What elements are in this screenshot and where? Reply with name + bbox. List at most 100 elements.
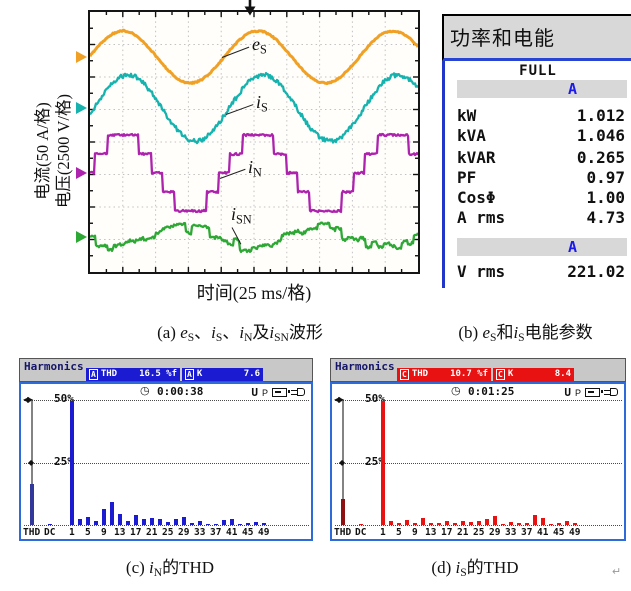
cursor-mid-icon[interactable]: ◆ [28,458,34,467]
meter-row-value: 1.012 [576,106,625,125]
y-tick-50: 50% [54,392,74,405]
k-factor-badge: A K 7.6 [182,368,263,381]
y-tick-25: 25% [365,455,385,468]
k-value: 7.6 [243,369,260,379]
trace-label-is: iS [256,92,268,115]
trace-marker-is-icon [76,102,87,114]
x-tick-25: 25 [473,527,485,538]
x-tick-9: 9 [101,527,107,538]
meter-row-kvar: kVAR 0.265 [457,148,625,168]
harmonic-bar-15 [437,523,441,525]
x-tick-17: 17 [130,527,142,538]
harmonic-bar-21 [150,517,154,525]
cursor-handle-icon[interactable]: ◀▶ [334,395,344,404]
harmonic-bar-5 [397,522,401,525]
harmonic-bar-49 [573,522,577,525]
status-u: U [564,386,571,399]
harmonic-bar-31 [501,523,505,525]
meter-row-value: 221.02 [567,262,625,281]
harmonics-title: Harmonics [335,360,395,373]
meter-row-label: kVAR [457,148,496,167]
meter-row-value: 0.265 [576,148,625,167]
clock-icon: ◷ [451,385,461,397]
harmonic-bar-43 [549,523,553,525]
harmonic-bar-25 [477,521,481,525]
trace-label-isn: iSN [231,204,252,227]
x-tick-DC: DC [44,527,56,538]
y-tick-50: 50% [365,392,385,405]
meter-phase-bar-1: A [457,80,627,98]
x-tick-45: 45 [242,527,254,538]
meter-row-value: 0.97 [586,168,625,187]
battery-icon [585,388,603,397]
harmonic-bar-39 [222,519,226,525]
trace-label-es: eS [252,34,267,57]
harmonic-bar-47 [565,521,569,525]
harmonics-plot: ◷ 0:00:38 U P 50% 25% ◀▶ ◆ THD DC 1 5 9 13 17 2… [19,382,313,541]
gridline-baseline [24,525,309,526]
x-tick-41: 41 [537,527,549,538]
clock-icon: ◷ [140,385,150,397]
trigger-marker-icon [244,0,256,16]
k-factor-badge: C K 8.4 [493,368,574,381]
elapsed-time: 0:00:38 [157,385,204,398]
trace-marker-isn-icon [76,231,87,243]
meter-row-label: kVA [457,126,486,145]
x-tick-49: 49 [569,527,581,538]
x-tick-5: 5 [85,527,91,538]
harmonic-bar-31 [190,522,194,525]
cursor-handle-icon[interactable]: ◀▶ [23,395,33,404]
cursor-line[interactable] [342,401,344,525]
y-label-current: 电流(50 A/格) [33,102,52,200]
x-tick-37: 37 [210,527,222,538]
harmonic-bar-37 [525,523,529,525]
harmonic-bar-11 [421,517,425,525]
power-plug-icon [291,388,305,397]
status-icons: U P [251,386,305,399]
meter-title: 功率和电能 [442,16,631,61]
scope-y-axis-label: 电流(50 A/格) 电压(2500 V/格) [32,36,74,266]
harmonic-bar-35 [517,522,521,525]
harmonic-bar-11 [110,501,114,525]
channel-badge-icon: C [400,369,409,380]
meter-row-vrms: V rms 221.02 [457,262,625,282]
harmonic-bar-13 [118,513,122,525]
harmonic-bar-7 [405,520,409,525]
meter-row-kva: kVA 1.046 [457,126,625,146]
status-icons: U P [564,386,618,399]
gridline-baseline [335,525,622,526]
x-tick-5: 5 [396,527,402,538]
harmonic-bar-27 [485,518,489,525]
x-tick-21: 21 [146,527,158,538]
harmonics-title: Harmonics [24,360,84,373]
harmonic-bar-45 [557,522,561,525]
harmonic-bar-29 [493,516,497,525]
y-tick-25: 25% [54,455,74,468]
harmonic-bar-1 [70,401,74,525]
meter-range-label: FULL [519,63,557,79]
status-u: U [251,386,258,399]
meter-row-value: 4.73 [586,208,625,227]
meter-row-label: CosΦ [457,188,496,207]
x-tick-1: 1 [69,527,75,538]
harmonic-bar-33 [509,522,513,525]
x-tick-9: 9 [412,527,418,538]
scope-plot [88,10,420,274]
x-tick-THD: THD [23,527,41,538]
harmonic-bar-5 [86,516,90,525]
gridline-25pct [24,463,309,464]
harmonic-bar-27 [174,519,178,525]
meter-phase-bar-2: A [457,238,627,256]
harmonic-bar-49 [262,523,266,525]
harmonic-bar-19 [142,519,146,525]
harmonic-bar-3 [389,521,393,525]
y-label-voltage: 电压(2500 V/格) [54,93,73,209]
thd-badge: A THD 16.5 %f [86,368,180,381]
harmonic-bar-17 [445,521,449,525]
x-tick-41: 41 [226,527,238,538]
cursor-line[interactable] [31,401,33,525]
elapsed-time: 0:01:25 [468,385,515,398]
meter-row-label: PF [457,168,477,187]
cursor-mid-icon[interactable]: ◆ [339,458,345,467]
power-meter-panel: 功率和电能 FULL A kW 1.012 kVA 1.046 kVAR 0.265 … [442,14,631,288]
